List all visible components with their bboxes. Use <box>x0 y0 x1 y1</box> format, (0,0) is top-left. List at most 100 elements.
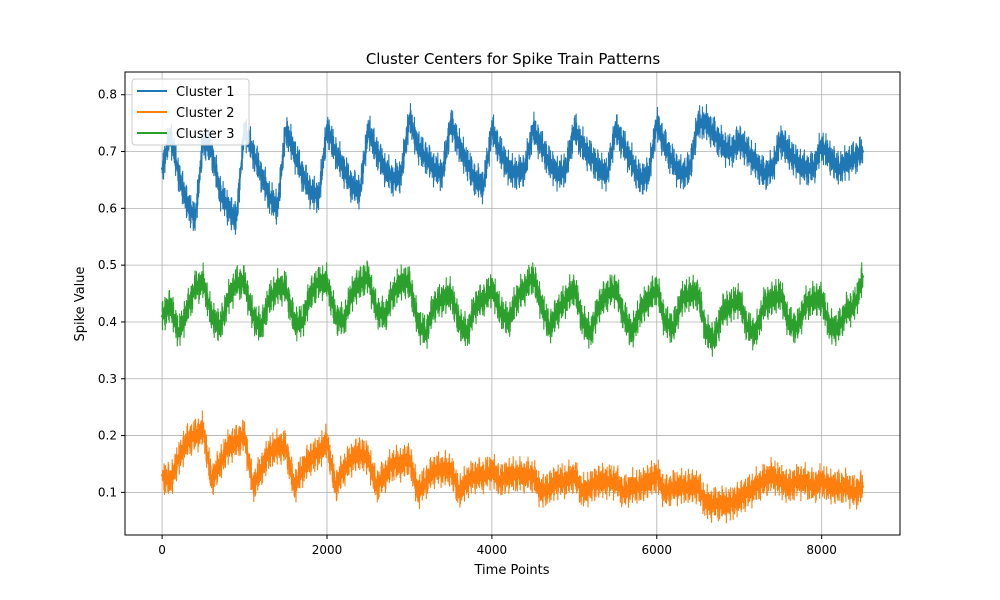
series-2-point <box>771 474 774 477</box>
series-2-point <box>259 468 263 471</box>
series-1-point <box>663 144 667 148</box>
series-1-point <box>762 173 766 176</box>
series-1-point <box>622 144 626 148</box>
series-1-point <box>713 133 716 136</box>
series-3-point <box>721 309 724 312</box>
series-1-point <box>301 173 304 176</box>
series-3-point <box>408 280 411 284</box>
series-3-point <box>465 332 469 335</box>
series-3-point <box>334 315 337 318</box>
series-3-point <box>705 332 708 335</box>
series-1-point <box>597 167 601 170</box>
series-line-1 <box>161 103 864 235</box>
series-3-point <box>259 326 263 329</box>
series-1-point <box>309 190 312 193</box>
series-2-point <box>457 491 461 494</box>
series-1-point <box>350 184 353 187</box>
series-3-point <box>325 280 329 284</box>
series-2-point <box>358 451 362 454</box>
series-3-point <box>383 315 386 318</box>
series-1-point <box>465 161 469 165</box>
series-2-point <box>663 491 667 494</box>
series-2-point <box>564 479 568 483</box>
series-1-point <box>251 150 254 153</box>
series-3-point <box>795 326 799 329</box>
series-1-point <box>606 173 609 176</box>
series-2-point <box>367 457 370 460</box>
series-1-point <box>424 156 428 159</box>
series-2-point <box>399 462 403 466</box>
series-1-point <box>564 167 568 170</box>
series-1-point <box>647 173 650 176</box>
series-3-point <box>581 320 584 324</box>
series-2-point <box>482 474 485 477</box>
chart-title: Cluster Centers for Spike Train Patterns <box>366 50 661 68</box>
series-1-point <box>383 167 386 170</box>
series-2-point <box>235 440 238 443</box>
series-3-point <box>564 298 568 301</box>
x-tick-label: 6000 <box>642 543 673 557</box>
series-2-point <box>589 485 593 488</box>
series-2-point <box>160 474 164 477</box>
series-1-point <box>845 161 848 165</box>
series-1-point <box>812 167 815 170</box>
legend-label-1: Cluster 1 <box>176 85 235 100</box>
series-3-point <box>457 320 461 324</box>
series-2-point <box>350 457 353 460</box>
series-2-point <box>672 485 675 488</box>
series-2-point <box>284 445 287 449</box>
series-2-point <box>391 462 395 466</box>
series-3-point <box>589 332 593 335</box>
series-2-point <box>342 468 345 471</box>
series-2-point <box>639 485 642 488</box>
plot-frame <box>124 71 901 536</box>
series-1-point <box>284 127 287 131</box>
series-1-point <box>861 150 865 153</box>
series-2-point <box>301 468 304 471</box>
series-line-2 <box>161 410 864 524</box>
series-3-point <box>243 280 246 284</box>
series-2-point <box>845 485 848 488</box>
series-1-point <box>548 161 551 165</box>
series-3-point <box>284 286 287 290</box>
series-1-point <box>853 156 856 159</box>
series-1-point <box>680 173 683 176</box>
series-2-point <box>449 468 452 471</box>
series-2-point <box>210 479 213 483</box>
series-3-point <box>573 286 576 290</box>
series-1-point <box>358 190 362 193</box>
series-2-point <box>630 485 634 488</box>
series-2-point <box>746 491 749 494</box>
series-1-point <box>581 144 584 148</box>
series-2-point <box>375 485 378 488</box>
series-1-point <box>589 156 593 159</box>
series-1-point <box>754 161 757 165</box>
series-3-point <box>169 303 172 307</box>
series-1-point <box>391 178 395 182</box>
series-3-point <box>672 326 675 329</box>
series-3-point <box>630 332 634 335</box>
y-tick-label: 0.4 <box>98 315 117 329</box>
series-3-point <box>647 298 650 301</box>
legend: Cluster 1 Cluster 2 Cluster 3 <box>131 78 250 146</box>
series-2-point <box>606 479 609 483</box>
series-3-point <box>185 309 189 312</box>
series-2-point <box>226 445 230 449</box>
x-tick-label: 8000 <box>806 543 837 557</box>
series-3-point <box>301 320 304 324</box>
series-3-point <box>688 292 691 295</box>
series-2-point <box>556 479 560 483</box>
x-tick-label: 0 <box>158 543 166 557</box>
series-1-point <box>177 173 180 176</box>
series-1-point <box>235 218 238 221</box>
series-2-point <box>309 457 312 460</box>
series-3-point <box>713 337 716 341</box>
series-1-point <box>540 144 543 148</box>
series-1-point <box>515 173 518 176</box>
series-3-point <box>350 292 353 295</box>
series-1-point <box>292 150 296 153</box>
series-3-point <box>845 309 848 312</box>
series-2-point <box>581 491 584 494</box>
series-2-point <box>853 491 856 494</box>
series-1-point <box>276 207 279 210</box>
